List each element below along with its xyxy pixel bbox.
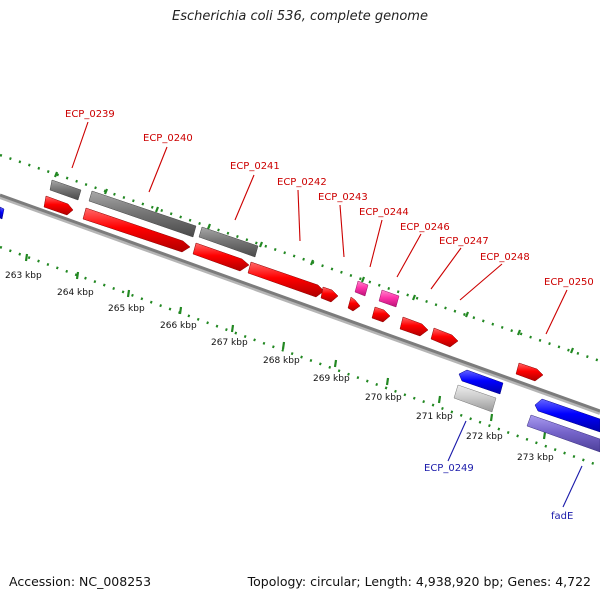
partial-cds-left-edge[interactable] <box>0 206 5 220</box>
gene-label-ECP_0239[interactable]: ECP_0239 <box>65 109 115 120</box>
gene-label-ECP_0243[interactable]: ECP_0243 <box>318 192 368 203</box>
cds-ECP_0239[interactable] <box>43 195 74 216</box>
misc-feature-ECP_0244[interactable] <box>378 289 400 308</box>
tick-label: 272 kbp <box>466 432 503 442</box>
gene-labels: ECP_0239 ECP_0240 ECP_0241 ECP_0242 ECP_… <box>65 109 594 522</box>
cds-ECP_0246[interactable] <box>371 306 391 323</box>
cds-ECP_0243[interactable] <box>320 286 339 303</box>
gene-label-ECP_0240[interactable]: ECP_0240 <box>143 133 193 144</box>
cds-reverse-track <box>0 206 600 453</box>
cds-ECP_0248[interactable] <box>430 327 459 348</box>
cds-ECP_0244[interactable] <box>347 296 361 312</box>
gene-ECP_0249-grey[interactable] <box>453 384 497 413</box>
cds-ECP_0241[interactable] <box>192 242 250 272</box>
gene-label-ECP_0244[interactable]: ECP_0244 <box>359 207 409 218</box>
gene-ECP_0241[interactable] <box>198 226 259 258</box>
accession-text: Accession: NC_008253 <box>9 574 152 589</box>
cds-ECP_0242[interactable] <box>247 261 325 298</box>
gene-label-ECP_0246[interactable]: ECP_0246 <box>400 222 450 233</box>
gene-ECP_0239[interactable] <box>49 179 82 201</box>
gene-label-ECP_0241[interactable]: ECP_0241 <box>230 161 280 172</box>
cds-forward-track <box>43 195 544 382</box>
label-leader-lines <box>71 121 583 508</box>
backbone-line <box>0 193 600 413</box>
cds-ECP_0240[interactable] <box>82 207 191 253</box>
gene-fadE[interactable] <box>526 414 600 453</box>
gene-ECP_0240[interactable] <box>88 190 197 238</box>
gene-track-genes <box>49 179 497 413</box>
gene-label-ECP_0247[interactable]: ECP_0247 <box>439 236 489 247</box>
backbone-shadow <box>0 195 600 415</box>
misc-feature-track <box>354 280 400 308</box>
genome-summary-text: Topology: circular; Length: 4,938,920 bp… <box>247 574 591 589</box>
tick-label: 266 kbp <box>160 321 197 331</box>
tick-label: 264 kbp <box>57 288 94 298</box>
tick-label: 271 kbp <box>416 412 453 422</box>
tick-label: 270 kbp <box>365 393 402 403</box>
cds-ECP_0250[interactable] <box>515 362 544 382</box>
map-title: Escherichia coli 536, complete genome <box>172 9 428 24</box>
upper-ruler-ticks <box>53 171 575 354</box>
tick-label: 268 kbp <box>263 356 300 366</box>
tick-label: 273 kbp <box>517 453 554 463</box>
tick-label: 269 kbp <box>313 374 350 384</box>
gene-label-fadE[interactable]: fadE <box>551 511 573 522</box>
tick-label: 263 kbp <box>5 271 42 281</box>
misc-feature-ECP_0243[interactable] <box>354 280 369 297</box>
tick-label: 265 kbp <box>108 304 145 314</box>
tick-label: 267 kbp <box>211 338 248 348</box>
gene-label-ECP_0242[interactable]: ECP_0242 <box>277 177 327 188</box>
lower-ruler-ticks <box>24 253 547 440</box>
cds-ECP_0249[interactable] <box>458 369 504 395</box>
gene-label-ECP_0250[interactable]: ECP_0250 <box>544 277 594 288</box>
cds-ECP_0247[interactable] <box>399 316 429 337</box>
gene-label-ECP_0249[interactable]: ECP_0249 <box>424 463 474 474</box>
gene-label-ECP_0248[interactable]: ECP_0248 <box>480 252 530 263</box>
cds-fadE-upper[interactable] <box>534 398 600 433</box>
ruler-tick-labels: 263 kbp 264 kbp 265 kbp 266 kbp 267 kbp … <box>5 271 554 463</box>
